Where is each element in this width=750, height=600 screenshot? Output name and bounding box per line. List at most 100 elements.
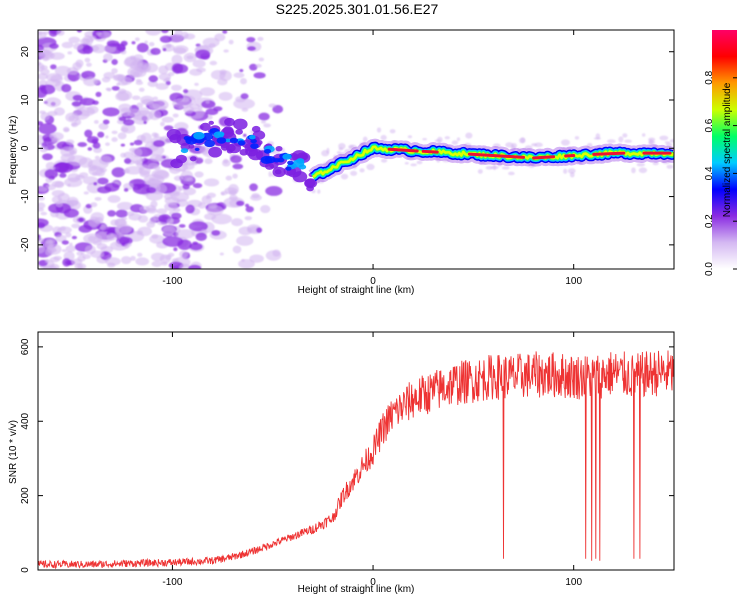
spectrogram-speckle (624, 139, 632, 143)
spectrogram-speckle (497, 160, 503, 167)
spectrogram-speckle (76, 251, 83, 256)
spectrogram-speckle (183, 89, 203, 101)
spectrogram-speckle (83, 191, 89, 195)
spectrogram-speckle (178, 224, 186, 228)
spectrogram-speckle (133, 54, 144, 63)
spectrogram-speckle (120, 143, 126, 147)
spectrogram-speckle (338, 143, 346, 150)
spectrogram-speckle (151, 234, 159, 239)
spectrogram-speckle (179, 250, 188, 259)
spectrogram-speckle (118, 88, 127, 94)
spectrogram-y-tick-label: 10 (20, 94, 31, 106)
spectrogram-speckle (118, 116, 127, 121)
spectrogram-blob (222, 126, 234, 135)
spectrogram-speckle (665, 142, 673, 147)
spectrogram-speckle (268, 103, 277, 108)
spectrogram-speckle (465, 132, 473, 139)
spectrogram-blob (216, 137, 227, 144)
spectrogram-speckle (258, 112, 270, 121)
spectrogram-speckle (272, 249, 281, 257)
snr-x-tick-label: -100 (162, 577, 182, 588)
spectrogram-speckle (265, 186, 283, 196)
spectrogram-speckle (404, 161, 409, 165)
spectrogram-speckle (161, 261, 168, 266)
spectrogram-speckle (53, 107, 65, 116)
spectrogram-y-tick-label: 20 (20, 46, 31, 58)
spectrogram-speckle (67, 196, 79, 206)
spectrogram-speckle (165, 43, 172, 49)
spectrogram-speckle (175, 229, 195, 239)
spectrogram-speckle (63, 128, 70, 132)
spectrogram-speckle (44, 168, 58, 179)
spectrogram-speckle (260, 120, 267, 124)
spectrogram-speckle (211, 213, 233, 225)
spectrogram-ridge (306, 138, 674, 184)
spectrogram-speckle (86, 136, 99, 144)
spectrogram-speckle (574, 136, 580, 140)
colorbar-ticks: 0.0 0.2 0.4 0.6 0.8 (704, 70, 737, 276)
spectrogram-speckle (170, 192, 190, 202)
spectrogram-speckle (560, 139, 570, 146)
spectrogram-blob (208, 120, 214, 125)
spectrogram-speckle (121, 216, 127, 221)
spectrogram-speckle (111, 85, 120, 91)
spectrogram-speckle (150, 200, 158, 208)
spectrogram-speckle (38, 196, 45, 201)
spectrogram-speckle (90, 202, 98, 208)
spectrogram-speckle (161, 30, 169, 34)
spectrogram-speckle (95, 91, 102, 98)
spectrogram-blob (285, 166, 292, 171)
spectrogram-speckle (236, 200, 245, 207)
spectrogram-speckle (199, 87, 215, 97)
snr-x-tick-label: 0 (370, 577, 376, 588)
snr-x-axis-label: Height of straight line (km) (298, 584, 415, 595)
spectrogram-speckle (258, 57, 265, 62)
spectrogram-blob (273, 158, 281, 163)
spectrogram-blob (298, 164, 307, 170)
spectrogram-speckle (136, 42, 149, 53)
spectrogram-speckle (104, 182, 120, 192)
spectrogram-speckle (233, 72, 245, 78)
spectrogram-speckle (79, 97, 96, 106)
spectrogram-speckle (631, 167, 636, 174)
spectrogram-speckle (52, 162, 74, 174)
spectrogram-speckle (249, 183, 258, 192)
spectrogram-speckle (105, 87, 112, 91)
spectrogram-speckle (136, 102, 144, 109)
spectrogram-speckle (115, 209, 128, 218)
spectrogram-speckle (65, 139, 75, 145)
spectrogram-speckle (164, 77, 171, 82)
spectrogram-speckle (92, 240, 103, 246)
spectrogram-blob (287, 160, 294, 165)
spectrogram-speckle (40, 84, 56, 95)
spectrogram-speckle (57, 192, 70, 203)
spectrogram-speckle (376, 127, 382, 133)
spectrogram-speckle (245, 206, 254, 213)
spectrogram-speckle (192, 59, 206, 68)
spectrogram-speckle (77, 142, 88, 147)
spectrogram-speckle (131, 147, 143, 158)
spectrogram-speckle (188, 264, 202, 269)
spectrogram-blob (292, 171, 308, 183)
spectrogram-speckle (89, 35, 97, 41)
spectrogram-speckle (124, 157, 132, 164)
spectrogram-speckle (38, 186, 48, 192)
spectrogram-speckle (97, 177, 109, 185)
spectrogram-speckle (103, 72, 116, 79)
spectrogram-speckle (60, 146, 75, 157)
spectrogram-speckle (422, 137, 427, 141)
spectrogram-speckle (160, 121, 165, 127)
spectrogram-speckle (228, 39, 234, 45)
chart-title: S225.2025.301.01.56.E27 (276, 1, 439, 17)
spectrogram-speckle (87, 147, 93, 151)
spectrogram-speckle (146, 186, 157, 194)
spectrogram-speckle (143, 120, 147, 125)
spectrogram-speckle (64, 177, 83, 188)
spectrogram-speckle (317, 178, 325, 184)
spectrogram-speckle (257, 36, 264, 42)
spectrogram-speckle (238, 226, 253, 236)
spectrogram-speckle (211, 229, 221, 236)
spectrogram-speckle (416, 160, 423, 165)
spectrogram-speckle (84, 129, 93, 138)
